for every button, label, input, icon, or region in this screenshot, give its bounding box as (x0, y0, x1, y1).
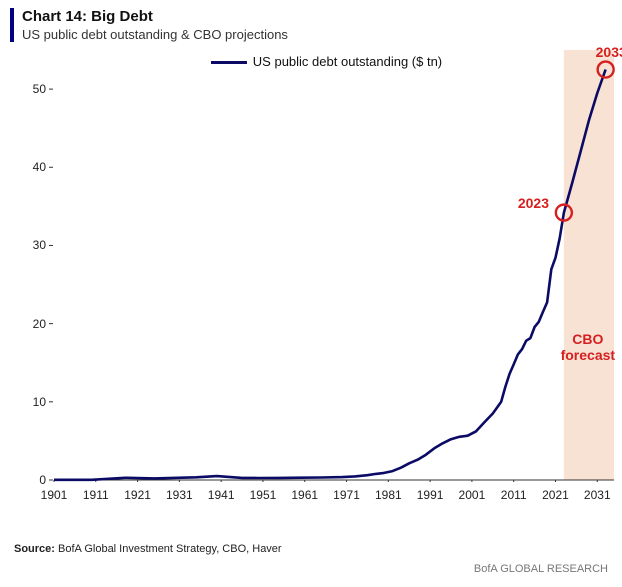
x-tick-label: 1961 (291, 488, 318, 502)
forecast-band-label: CBOforecast (553, 331, 622, 363)
source-label: Source: (14, 543, 55, 555)
x-tick-label: 2031 (584, 488, 611, 502)
x-tick-label: 1951 (250, 488, 277, 502)
x-tick-label: 2001 (459, 488, 486, 502)
forecast-band (564, 50, 614, 480)
x-tick-label: 1971 (333, 488, 360, 502)
y-tick-label: 40 (10, 160, 46, 174)
x-tick-label: 1911 (83, 488, 109, 502)
x-tick-label: 1981 (375, 488, 402, 502)
debt-series-line (54, 70, 606, 480)
y-tick-label: 10 (10, 395, 46, 409)
title-block: Chart 14: Big Debt US public debt outsta… (10, 8, 612, 42)
chart-title: Chart 14: Big Debt (22, 8, 612, 25)
brand-text: BofA GLOBAL RESEARCH (474, 563, 608, 575)
chart-container: Chart 14: Big Debt US public debt outsta… (10, 8, 612, 510)
x-tick-label: 1991 (417, 488, 444, 502)
y-tick-label: 50 (10, 82, 46, 96)
x-tick-label: 1941 (208, 488, 235, 502)
marker-2023-label: 2023 (518, 195, 549, 211)
chart-subtitle: US public debt outstanding & CBO project… (22, 27, 612, 42)
x-tick-label: 1921 (124, 488, 151, 502)
plot-area: 0 10 20 30 40 50 1901 1911 1921 1931 1941 1951 1961 1… (10, 50, 622, 510)
y-tick-label: 20 (10, 317, 46, 331)
source-row: Source: BofA Global Investment Strategy,… (14, 543, 282, 555)
x-tick-label: 2011 (501, 488, 527, 502)
x-tick-label: 1901 (41, 488, 68, 502)
y-tick-label: 30 (10, 238, 46, 252)
y-tick-label: 0 (10, 473, 46, 487)
legend-line-icon (211, 61, 247, 64)
chart-svg (10, 50, 622, 482)
legend: US public debt outstanding ($ tn) (211, 54, 442, 69)
source-text: BofA Global Investment Strategy, CBO, Ha… (58, 543, 282, 555)
x-tick-label: 1931 (166, 488, 193, 502)
legend-label: US public debt outstanding ($ tn) (253, 54, 442, 69)
x-tick-label: 2021 (542, 488, 569, 502)
marker-2033-label: 2033 (596, 44, 622, 60)
